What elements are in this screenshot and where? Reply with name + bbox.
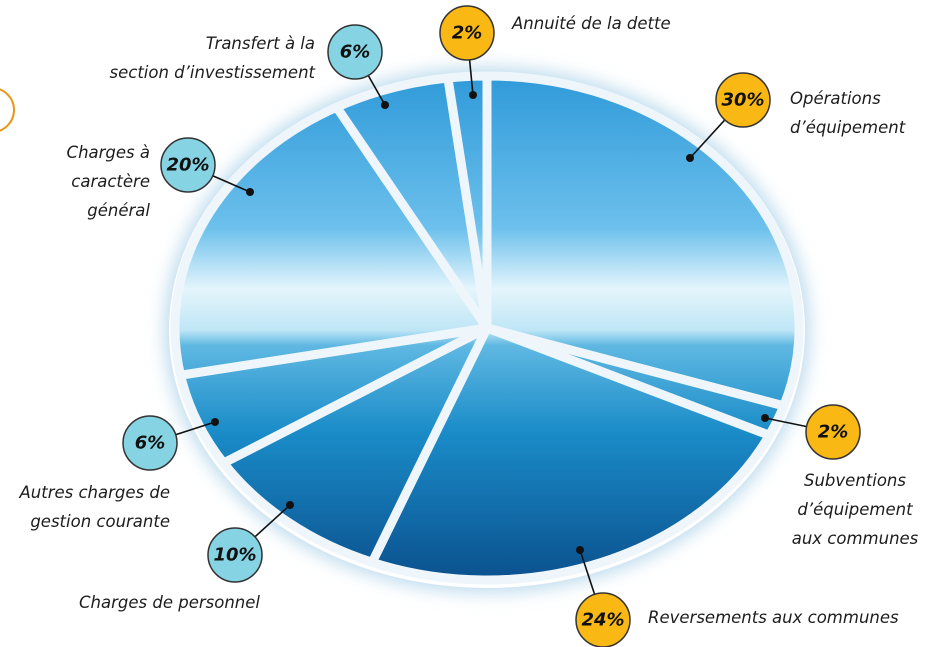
leader-dot	[286, 501, 294, 509]
leader-dot	[381, 101, 389, 109]
leader-dot	[576, 546, 584, 554]
badge	[160, 137, 216, 193]
leader-dot	[469, 91, 477, 99]
value-label: 10%	[213, 545, 256, 566]
pie-slice	[482, 71, 804, 411]
slice-label: Autres charges de gestion courante	[19, 483, 170, 531]
value-label: 20%	[166, 155, 209, 176]
value-label: 30%	[721, 90, 764, 111]
value-label: 24%	[581, 610, 624, 631]
badge	[122, 415, 178, 471]
value-label: 6%	[135, 433, 166, 454]
badge	[715, 72, 771, 128]
decor-circle	[0, 88, 15, 132]
slice-label: Subventions d’équipement aux communes	[791, 471, 919, 548]
value-label: 6%	[340, 42, 371, 63]
badge	[327, 24, 383, 80]
value-label: 2%	[452, 23, 483, 44]
pie-slice	[367, 323, 774, 585]
value-label: 2%	[818, 422, 849, 443]
pie-slice	[170, 102, 492, 380]
slice-label: Reversements aux communes	[648, 608, 899, 627]
badge	[575, 592, 631, 647]
slice-label: Annuité de la dette	[512, 14, 671, 33]
badge	[207, 527, 263, 583]
badge	[805, 404, 861, 460]
slice-label: Charges de personnel	[79, 593, 260, 612]
leader-dot	[686, 154, 694, 162]
pie-slice	[443, 71, 492, 333]
slice-label: Transfert à la section d’investissement	[109, 34, 316, 82]
slice-label: Charges à caractère général	[66, 143, 150, 220]
leader-dot	[246, 188, 254, 196]
badge	[439, 5, 495, 61]
slice-label: Opérations d’équipement	[790, 89, 906, 137]
leader-dot	[211, 418, 219, 426]
leader-dot	[761, 414, 769, 422]
